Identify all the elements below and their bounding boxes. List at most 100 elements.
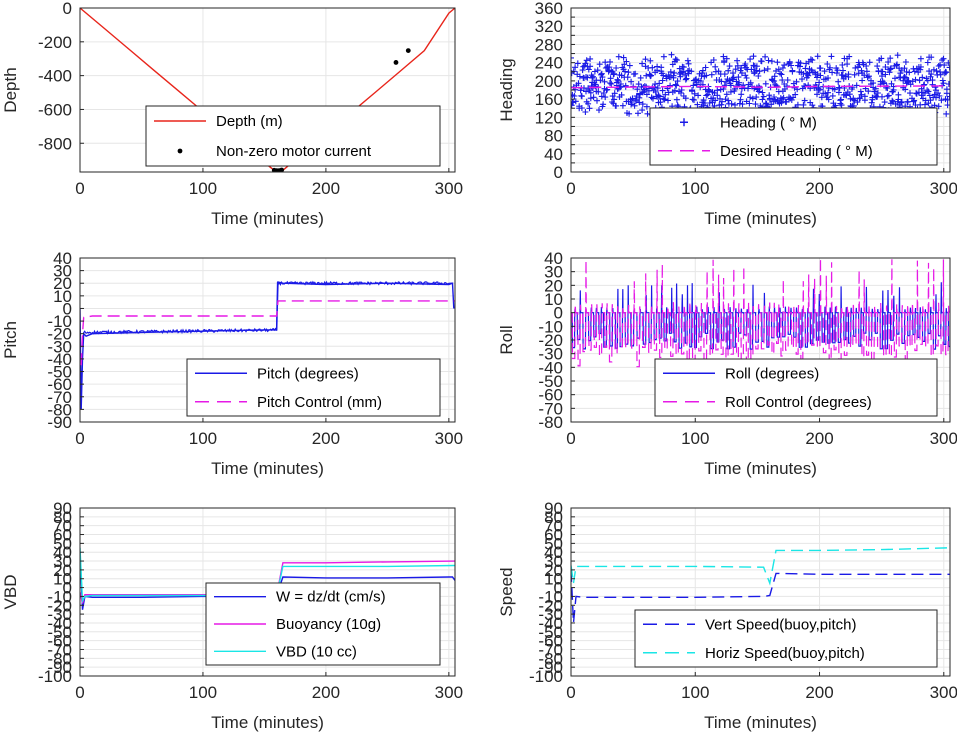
series-2-point <box>279 167 285 172</box>
y-tick-label: 80 <box>544 508 563 527</box>
y-tick-label: -80 <box>47 649 72 668</box>
chart-1: 0 100 200 300 0 -200 -400 -600 -800 Time (minutes… <box>1 0 463 228</box>
y-tick-label: 40 <box>544 249 563 268</box>
legend-label: VBD (10 cc) <box>276 643 357 660</box>
y-tick-label: 60 <box>544 526 563 545</box>
y-tick-label: 60 <box>53 526 72 545</box>
x-tick-label: 100 <box>681 179 709 198</box>
axes-frame <box>79 507 456 677</box>
y-tick-label: 90 <box>53 499 72 518</box>
x-tick-label: 100 <box>681 429 709 448</box>
y-tick-label: 0 <box>554 579 563 598</box>
y-tick-label: 10 <box>53 570 72 589</box>
y-tick-label: -70 <box>47 388 72 407</box>
legend: Vert Speed(buoy,pitch) Horiz Speed(buoy,p… <box>634 609 938 668</box>
legend-box <box>654 358 938 417</box>
y-tick-label: 0 <box>63 299 72 318</box>
y-tick-label: -70 <box>47 640 72 659</box>
y-tick-label: -50 <box>538 372 563 391</box>
x-tick-label: 300 <box>435 683 463 702</box>
x-tick-label: 0 <box>566 683 575 702</box>
y-tick-label: 50 <box>544 534 563 553</box>
x-tick-label: 300 <box>435 429 463 448</box>
y-tick-label: -50 <box>538 623 563 642</box>
legend-label: Heading ( ° M) <box>720 114 817 131</box>
x-tick-label: 200 <box>312 429 340 448</box>
x-axis-label: Time (minutes) <box>211 459 324 478</box>
y-tick-label: 70 <box>544 517 563 536</box>
x-tick-label: 100 <box>189 683 217 702</box>
y-axis-label: VBD <box>1 575 20 610</box>
y-tick-label: -30 <box>538 345 563 364</box>
series-2-line <box>80 300 455 366</box>
legend-label: W = dz/dt (cm/s) <box>276 589 386 606</box>
series-1-noise <box>83 280 452 335</box>
legend-label: Roll Control (degrees) <box>725 394 872 411</box>
y-tick-label: 30 <box>544 263 563 282</box>
y-tick-label: -30 <box>538 605 563 624</box>
y-axis-label: Pitch <box>1 321 20 359</box>
y-axis-label: Speed <box>497 567 516 616</box>
y-tick-label: 280 <box>535 35 563 54</box>
y-tick-label: -30 <box>47 605 72 624</box>
y-tick-label: 0 <box>554 163 563 182</box>
y-tick-label: 90 <box>544 499 563 518</box>
axes-frame <box>79 257 456 423</box>
y-tick-label: 30 <box>544 552 563 571</box>
series-2-point <box>405 48 411 54</box>
x-tick-label: 100 <box>189 429 217 448</box>
y-tick-label: 50 <box>53 534 72 553</box>
y-axis-label: Roll <box>497 325 516 354</box>
legend-box <box>145 105 441 167</box>
x-tick-label: 200 <box>805 179 833 198</box>
legend-box <box>186 358 441 417</box>
y-tick-label: 40 <box>544 145 563 164</box>
y-tick-label: -40 <box>47 614 72 633</box>
series-2-trace <box>571 258 950 368</box>
legend-label: Buoyancy (10g) <box>276 616 381 633</box>
y-tick-label: 200 <box>535 72 563 91</box>
x-tick-label: 300 <box>930 179 957 198</box>
y-tick-label: 360 <box>535 0 563 18</box>
chart-3: 0 100 200 300403020100-10-20-30-40-50-60-70… <box>1 249 463 478</box>
x-axis-label: Time (minutes) <box>704 713 817 732</box>
y-tick-label: -100 <box>529 667 563 686</box>
y-tick-label: -10 <box>538 587 563 606</box>
legend-label: Vert Speed(buoy,pitch) <box>705 616 856 633</box>
chart-6: 0 100 200 3009080706050403020100-10-20-30-4… <box>497 499 957 732</box>
y-axis-label: Depth <box>1 67 20 112</box>
y-tick-label: 320 <box>535 17 563 36</box>
x-tick-label: 0 <box>566 179 575 198</box>
legend: Roll (degrees) Roll Control (degrees) <box>654 358 938 417</box>
y-tick-label: -400 <box>38 67 72 86</box>
y-tick-label: 20 <box>53 274 72 293</box>
y-tick-label: -30 <box>47 337 72 356</box>
legend: W = dz/dt (cm/s) Buoyancy (10g) VBD (10 cc… <box>205 582 441 666</box>
x-tick-label: 100 <box>189 179 217 198</box>
y-tick-label: -50 <box>47 623 72 642</box>
chart-5: 0 100 200 3009080706050403020100-10-20-30-4… <box>1 499 463 732</box>
y-tick-label: 30 <box>53 262 72 281</box>
legend-label: Horiz Speed(buoy,pitch) <box>705 645 865 662</box>
series-1-line <box>571 569 950 623</box>
y-tick-label: 0 <box>554 304 563 323</box>
y-tick-label: -40 <box>538 358 563 377</box>
series-2-point <box>393 60 399 65</box>
y-tick-label: -100 <box>38 667 72 686</box>
y-tick-label: 80 <box>53 508 72 527</box>
y-tick-label: 160 <box>535 90 563 109</box>
y-tick-label: -70 <box>538 640 563 659</box>
series-2-line <box>571 547 950 586</box>
y-tick-label: -10 <box>538 317 563 336</box>
x-tick-label: 100 <box>681 683 709 702</box>
axes-frame <box>79 7 456 173</box>
x-axis-label: Time (minutes) <box>211 209 324 228</box>
legend-label: Pitch Control (mm) <box>257 394 382 411</box>
x-tick-label: 300 <box>930 683 957 702</box>
y-tick-label: -50 <box>47 363 72 382</box>
y-tick-label: -600 <box>38 100 72 119</box>
legend: Depth (m) Non-zero motor current <box>145 105 441 167</box>
y-tick-label: -80 <box>47 400 72 419</box>
legend-label: Depth (m) <box>216 113 283 130</box>
